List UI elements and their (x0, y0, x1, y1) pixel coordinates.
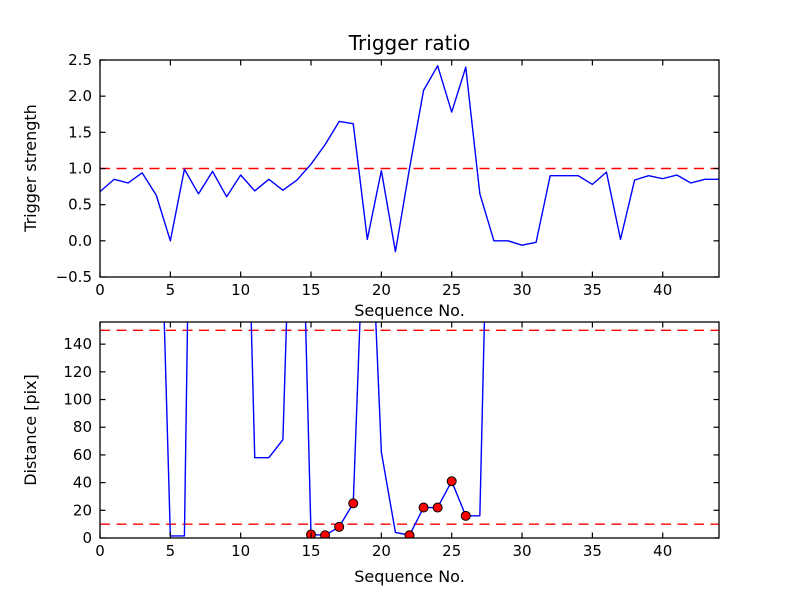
x-tick-label: 0 (95, 542, 105, 560)
x-tick-label: 25 (442, 542, 461, 560)
bottom-plot-ylabel: Distance [pix] (21, 374, 40, 486)
x-tick-label: 10 (231, 542, 250, 560)
y-tick-label: 2.0 (68, 87, 92, 105)
y-tick-label: 2.5 (68, 51, 92, 69)
bottom-plot-xlabel: Sequence No. (354, 567, 465, 586)
x-tick-label: 30 (512, 281, 531, 299)
distance-alert-marker (404, 530, 415, 538)
x-tick-label: 25 (442, 281, 461, 299)
y-tick-label: 100 (63, 391, 92, 409)
y-tick-label: 140 (63, 335, 92, 353)
x-tick-label: 35 (583, 281, 602, 299)
x-tick-label: 15 (301, 542, 320, 560)
top-plot-xlabel: Sequence No. (354, 301, 465, 320)
top-plot-ylabel: Trigger strength (21, 104, 40, 232)
y-tick-label: 20 (73, 501, 92, 519)
distance-alert-marker (446, 476, 457, 487)
y-tick-label: −0.5 (56, 268, 92, 286)
distance-alert-marker (432, 502, 443, 513)
x-tick-label: 0 (95, 281, 105, 299)
y-tick-label: 120 (63, 363, 92, 381)
x-tick-label: 15 (301, 281, 320, 299)
x-tick-label: 5 (166, 281, 176, 299)
chart-title: Trigger ratio (348, 31, 471, 55)
x-tick-label: 10 (231, 281, 250, 299)
distance-alert-marker (460, 510, 471, 521)
x-tick-label: 35 (583, 542, 602, 560)
distance-alert-marker (348, 498, 359, 509)
x-tick-label: 40 (653, 542, 672, 560)
y-tick-label: 0 (82, 529, 92, 547)
distance-alert-marker (320, 530, 331, 538)
y-tick-label: 0.5 (68, 196, 92, 214)
distance-data-line (163, 322, 486, 537)
y-tick-label: 40 (73, 474, 92, 492)
y-tick-label: 80 (73, 418, 92, 436)
distance-axes-border (99, 321, 720, 539)
trigger-axes-border (99, 59, 720, 278)
y-tick-label: 60 (73, 446, 92, 464)
x-tick-label: 20 (372, 281, 391, 299)
x-tick-label: 40 (653, 281, 672, 299)
y-tick-label: 1.5 (68, 123, 92, 141)
distance-alert-marker (418, 502, 429, 513)
trigger-data-line (100, 65, 719, 253)
x-tick-label: 5 (166, 542, 176, 560)
x-tick-label: 20 (372, 542, 391, 560)
distance-alert-marker (334, 521, 345, 532)
y-tick-label: 0.0 (68, 232, 92, 250)
y-tick-label: 1.0 (68, 160, 92, 178)
x-tick-label: 30 (512, 542, 531, 560)
